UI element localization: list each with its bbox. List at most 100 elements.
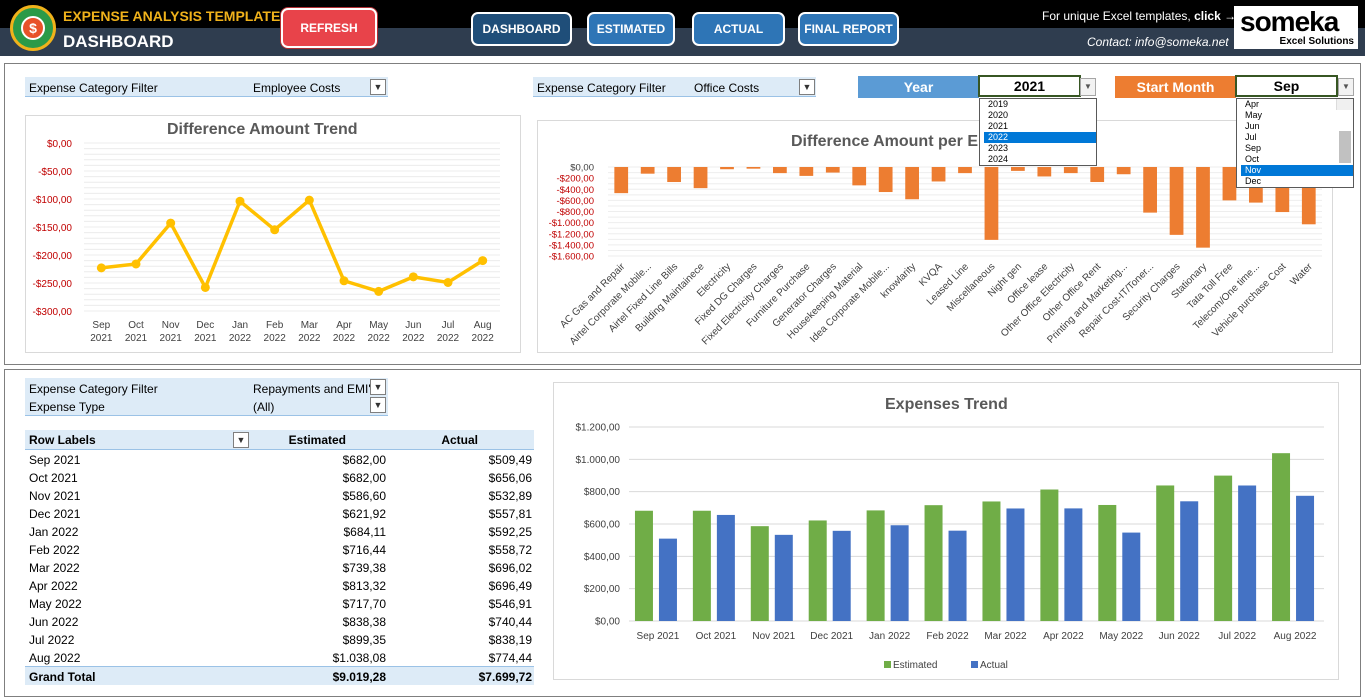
bar-actual[interactable] xyxy=(890,525,909,621)
start-month-select[interactable]: Sep xyxy=(1235,75,1338,97)
bar-actual[interactable] xyxy=(1238,485,1257,621)
bar[interactable] xyxy=(825,167,840,173)
bar-estimated[interactable] xyxy=(1098,504,1117,621)
bar-actual[interactable] xyxy=(1122,532,1141,621)
bar-actual[interactable] xyxy=(832,530,851,621)
month-option[interactable]: Dec xyxy=(1245,176,1262,186)
contact-email[interactable]: Contact: info@someka.net xyxy=(1087,35,1229,49)
month-option[interactable]: Oct xyxy=(1245,154,1260,164)
bar[interactable] xyxy=(640,167,655,174)
bar-estimated[interactable] xyxy=(692,510,711,621)
data-point[interactable] xyxy=(339,276,349,286)
year-option[interactable]: 2023 xyxy=(988,143,1009,153)
bar-estimated[interactable] xyxy=(634,510,653,621)
bar[interactable] xyxy=(905,167,919,200)
bar[interactable] xyxy=(1090,167,1105,183)
bar[interactable] xyxy=(799,167,814,176)
month-option[interactable]: Jun xyxy=(1245,121,1260,131)
chevron-down-icon[interactable]: ▼ xyxy=(370,397,386,413)
bar[interactable] xyxy=(1011,167,1025,171)
row-labels-filter-icon[interactable]: ▼ xyxy=(233,432,249,448)
month-listbox-scrollbar[interactable] xyxy=(1336,99,1353,163)
bar-actual[interactable] xyxy=(1296,495,1315,621)
bar[interactable] xyxy=(693,167,708,189)
bar-actual[interactable] xyxy=(948,530,967,621)
bar[interactable] xyxy=(852,167,867,186)
bar-estimated[interactable] xyxy=(750,526,769,621)
bar-estimated[interactable] xyxy=(982,501,1001,621)
bar[interactable] xyxy=(773,167,787,174)
bar[interactable] xyxy=(667,167,681,183)
data-point[interactable] xyxy=(478,256,488,266)
bar-estimated[interactable] xyxy=(924,505,943,621)
year-listbox[interactable]: 2019 2020 2021 2022 2023 2024 xyxy=(979,98,1097,166)
bar[interactable] xyxy=(1063,167,1078,174)
promo-label: For unique Excel templates, xyxy=(1042,9,1191,23)
difference-per-expense-chart: Difference Amount per E $0,00 -$200,00 -$4… xyxy=(537,120,1333,353)
bar-estimated[interactable] xyxy=(1156,485,1175,621)
bar-estimated[interactable] xyxy=(1272,453,1291,621)
year-option[interactable]: 2020 xyxy=(988,110,1009,120)
bar[interactable] xyxy=(1222,167,1237,201)
nav-dashboard-button[interactable]: DASHBOARD xyxy=(471,12,572,46)
filter-funnel-icon[interactable]: ▼ xyxy=(370,379,386,395)
bar-estimated[interactable] xyxy=(1214,475,1233,621)
month-listbox[interactable]: Apr May Jun Jul Sep Oct Nov Dec xyxy=(1236,98,1354,188)
month-option[interactable]: Jul xyxy=(1245,132,1257,142)
year-option[interactable]: 2024 xyxy=(988,154,1009,164)
bar-actual[interactable] xyxy=(1006,508,1025,621)
data-point[interactable] xyxy=(374,286,384,296)
bar-actual[interactable] xyxy=(658,538,677,621)
data-point[interactable] xyxy=(235,196,245,206)
bar-estimated[interactable] xyxy=(1040,489,1059,621)
bar[interactable] xyxy=(878,167,893,193)
year-option[interactable]: 2021 xyxy=(988,121,1009,131)
bar-actual[interactable] xyxy=(1180,501,1199,621)
bar[interactable] xyxy=(958,167,972,174)
bar-actual[interactable] xyxy=(716,514,735,621)
year-option[interactable]: 2022 xyxy=(984,132,1096,143)
nav-estimated-button[interactable]: ESTIMATED xyxy=(587,12,675,46)
month-option[interactable]: Nov xyxy=(1241,165,1353,176)
scroll-thumb[interactable] xyxy=(1339,131,1351,163)
bar[interactable] xyxy=(1169,167,1184,235)
bar-estimated[interactable] xyxy=(808,520,827,621)
year-select[interactable]: 2021 xyxy=(978,75,1081,97)
month-option[interactable]: Apr xyxy=(1245,99,1260,109)
data-point[interactable] xyxy=(270,225,280,235)
data-point[interactable] xyxy=(166,218,176,228)
nav-actual-button[interactable]: ACTUAL xyxy=(692,12,785,46)
bar-actual[interactable] xyxy=(774,534,793,621)
month-option[interactable]: Sep xyxy=(1245,143,1262,153)
data-point[interactable] xyxy=(131,259,141,269)
bar-estimated[interactable] xyxy=(866,510,885,621)
someka-logo[interactable]: someka Excel Solutions xyxy=(1234,6,1358,49)
bar[interactable] xyxy=(614,167,629,194)
bar[interactable] xyxy=(1143,167,1157,213)
data-point[interactable] xyxy=(304,195,314,205)
nav-final-report-button[interactable]: FINAL REPORT xyxy=(798,12,899,46)
bar-actual[interactable] xyxy=(1064,508,1083,621)
month-dropdown-arrow-icon[interactable]: ▼ xyxy=(1338,78,1354,96)
bar[interactable] xyxy=(984,167,999,240)
bar[interactable] xyxy=(746,167,761,169)
data-point[interactable] xyxy=(200,282,210,292)
header-estimated: Estimated xyxy=(288,433,346,447)
filter-funnel-icon[interactable]: ▼ xyxy=(370,79,386,95)
estimated-cell: $684,11 xyxy=(343,525,387,539)
bar[interactable] xyxy=(720,167,734,170)
bar[interactable] xyxy=(1196,167,1210,248)
promo-click-link[interactable]: click xyxy=(1194,9,1221,23)
y-tick-label: -$300,00 xyxy=(33,307,73,318)
month-option[interactable]: May xyxy=(1245,110,1263,120)
bar[interactable] xyxy=(1116,167,1131,175)
data-point[interactable] xyxy=(443,277,453,287)
bar[interactable] xyxy=(931,167,946,182)
data-point[interactable] xyxy=(408,272,418,282)
bar[interactable] xyxy=(1037,167,1052,177)
filter-funnel-icon[interactable]: ▼ xyxy=(799,79,815,95)
refresh-button[interactable]: REFRESH xyxy=(281,8,377,48)
year-option[interactable]: 2019 xyxy=(988,99,1009,109)
year-dropdown-arrow-icon[interactable]: ▼ xyxy=(1080,78,1096,96)
data-point[interactable] xyxy=(96,263,106,273)
